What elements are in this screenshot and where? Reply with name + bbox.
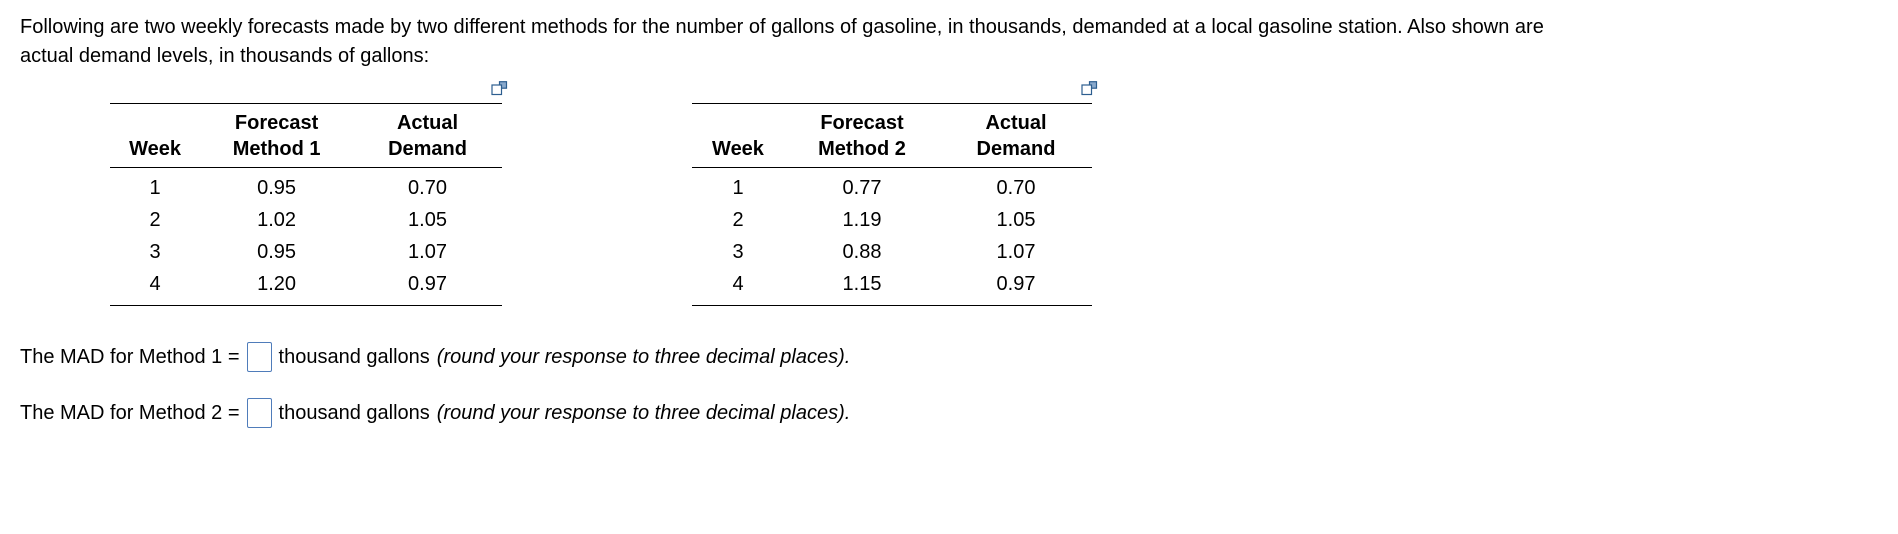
answer-suffix: thousand gallons bbox=[278, 401, 430, 424]
data-table-method-1: Week Forecast Method 1 Actual Demand bbox=[110, 103, 502, 306]
forecast-cell: 0.88 bbox=[842, 241, 882, 263]
actual-cell: 1.07 bbox=[408, 241, 447, 263]
tables-row: Week Forecast Method 1 Actual Demand bbox=[110, 81, 1898, 306]
table-row: 2 1.19 1.05 bbox=[692, 204, 1092, 236]
actual-cell: 0.97 bbox=[408, 273, 447, 295]
data-table-method-2: Week Forecast Method 2 Actual Demand bbox=[692, 103, 1092, 306]
week-cell: 3 bbox=[149, 241, 161, 263]
forecast-table-method-2: Week Forecast Method 2 Actual Demand bbox=[692, 81, 1098, 306]
actual-cell: 1.05 bbox=[996, 209, 1036, 231]
week-cell: 3 bbox=[732, 241, 744, 263]
header-forecast-bottom: Method 1 bbox=[232, 138, 321, 160]
header-forecast-top: Forecast bbox=[234, 112, 319, 134]
table-row: 4 1.15 0.97 bbox=[692, 268, 1092, 306]
popout-icon[interactable] bbox=[491, 81, 508, 96]
mad-method-1-line: The MAD for Method 1 = thousand gallons … bbox=[20, 342, 1898, 372]
column-header-forecast-method-2: Forecast Method 2 bbox=[784, 103, 940, 168]
mad-method-2-line: The MAD for Method 2 = thousand gallons … bbox=[20, 398, 1898, 428]
header-forecast-bottom: Method 2 bbox=[818, 138, 906, 160]
header-week-label: Week bbox=[129, 138, 182, 160]
table-row: 3 0.95 1.07 bbox=[110, 236, 502, 268]
table-row: 4 1.20 0.97 bbox=[110, 268, 502, 306]
forecast-table-method-1: Week Forecast Method 1 Actual Demand bbox=[110, 81, 508, 306]
forecast-cell: 1.19 bbox=[842, 209, 882, 231]
popout-icon-svg bbox=[491, 81, 508, 96]
actual-cell: 0.70 bbox=[408, 177, 447, 199]
forecast-cell: 0.77 bbox=[842, 177, 882, 199]
answer-prefix: The MAD for Method 2 = bbox=[20, 401, 240, 424]
header-forecast-top: Forecast bbox=[820, 112, 904, 134]
table-row: 3 0.88 1.07 bbox=[692, 236, 1092, 268]
answer-suffix: thousand gallons bbox=[278, 345, 430, 368]
header-row: Week Forecast Method 2 Actual Demand bbox=[692, 103, 1092, 168]
forecast-cell: 1.20 bbox=[257, 273, 297, 295]
week-cell: 2 bbox=[732, 209, 744, 231]
week-cell: 4 bbox=[149, 273, 161, 295]
week-cell: 1 bbox=[732, 177, 744, 199]
column-header-forecast-method-1: Forecast Method 1 bbox=[200, 103, 354, 168]
header-week-label: Week bbox=[712, 138, 764, 160]
mad-method-2-input[interactable] bbox=[246, 398, 272, 428]
forecast-cell: 0.95 bbox=[257, 241, 297, 263]
table-row: 1 0.95 0.70 bbox=[110, 168, 502, 205]
mad-method-1-input[interactable] bbox=[246, 342, 272, 372]
forecast-cell: 1.02 bbox=[257, 209, 297, 231]
column-header-week: Week bbox=[110, 103, 201, 168]
table-row: 1 0.77 0.70 bbox=[692, 168, 1092, 205]
column-header-actual-demand: Actual Demand bbox=[940, 103, 1092, 168]
actual-cell: 1.05 bbox=[408, 209, 447, 231]
header-actual-bottom: Demand bbox=[388, 138, 467, 160]
week-cell: 4 bbox=[732, 273, 744, 295]
header-actual-top: Actual bbox=[985, 112, 1047, 134]
header-row: Week Forecast Method 1 Actual Demand bbox=[110, 103, 502, 168]
week-cell: 2 bbox=[149, 209, 161, 231]
rounding-instruction: (round your response to three decimal pl… bbox=[436, 345, 851, 368]
popout-icon[interactable] bbox=[1081, 81, 1098, 96]
header-actual-bottom: Demand bbox=[976, 138, 1056, 160]
rounding-instruction: (round your response to three decimal pl… bbox=[436, 401, 851, 424]
answer-prefix: The MAD for Method 1 = bbox=[20, 345, 240, 368]
week-cell: 1 bbox=[149, 177, 161, 199]
actual-cell: 1.07 bbox=[996, 241, 1036, 263]
actual-cell: 0.70 bbox=[996, 177, 1036, 199]
question-text: Following are two weekly forecasts made … bbox=[20, 16, 1544, 67]
actual-cell: 0.97 bbox=[996, 273, 1036, 295]
column-header-actual-demand: Actual Demand bbox=[353, 103, 502, 168]
table-row: 2 1.02 1.05 bbox=[110, 204, 502, 236]
header-actual-top: Actual bbox=[396, 112, 459, 134]
forecast-cell: 0.95 bbox=[257, 177, 297, 199]
forecast-cell: 1.15 bbox=[842, 273, 882, 295]
column-header-week: Week bbox=[692, 103, 784, 168]
popout-icon-svg bbox=[1081, 81, 1098, 96]
